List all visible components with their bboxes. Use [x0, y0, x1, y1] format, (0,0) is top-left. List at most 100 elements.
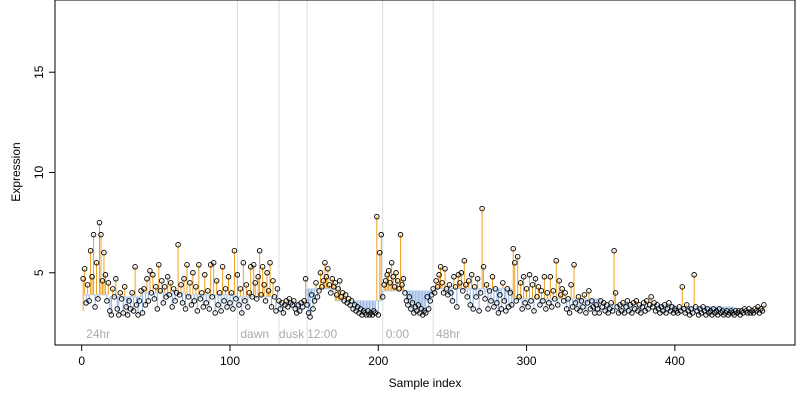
- data-point: [568, 282, 574, 288]
- data-point: [310, 306, 316, 312]
- data-point: [532, 276, 539, 282]
- data-point: [230, 306, 236, 312]
- data-point: [265, 288, 272, 294]
- data-point: [250, 262, 257, 268]
- data-point: [129, 290, 135, 296]
- data-point: [124, 312, 131, 318]
- data-point: [151, 296, 158, 302]
- data-point: [212, 310, 218, 316]
- data-point: [425, 306, 432, 312]
- data-point: [486, 288, 493, 294]
- data-point: [691, 272, 697, 278]
- data-point: [316, 288, 322, 294]
- data-point: [147, 268, 153, 274]
- data-point: [225, 274, 232, 280]
- y-tick-label: 5: [32, 269, 46, 276]
- data-point: [520, 274, 527, 280]
- data-point: [454, 304, 460, 310]
- data-point: [166, 292, 172, 298]
- data-point: [526, 272, 533, 278]
- data-point: [471, 284, 478, 290]
- data-point: [623, 304, 629, 310]
- phase-annotation: 24hr: [86, 327, 110, 341]
- data-point: [237, 286, 244, 292]
- data-point: [586, 288, 592, 294]
- data-point: [624, 298, 631, 304]
- data-point: [81, 266, 88, 272]
- data-point: [148, 290, 155, 296]
- data-point: [246, 290, 253, 296]
- data-point: [549, 304, 555, 310]
- data-point: [273, 308, 279, 314]
- data-point: [213, 278, 220, 284]
- phase-annotations: 24hr dawn dusk 12:00 0:00 48hr: [86, 327, 460, 341]
- data-point: [552, 296, 558, 302]
- data-point: [261, 282, 267, 288]
- data-point: [489, 274, 496, 280]
- data-point: [580, 304, 586, 310]
- data-point: [394, 278, 401, 284]
- data-point: [546, 300, 552, 306]
- x-axis-label: Sample index: [389, 376, 462, 390]
- data-point: [612, 290, 619, 296]
- data-point: [111, 294, 118, 300]
- data-point: [498, 306, 505, 312]
- x-tick-label: 100: [220, 354, 240, 368]
- data-point: [157, 288, 164, 294]
- data-point: [571, 262, 577, 268]
- data-point: [188, 302, 195, 308]
- data-point: [218, 308, 224, 314]
- data-point: [296, 308, 303, 314]
- data-point: [633, 298, 640, 304]
- data-point: [135, 312, 141, 318]
- data-point: [170, 286, 177, 292]
- data-point: [468, 272, 475, 278]
- data-point: [236, 302, 242, 308]
- data-point: [491, 304, 497, 310]
- data-point: [323, 274, 330, 280]
- x-tick-label: 300: [517, 354, 537, 368]
- data-point: [387, 280, 393, 286]
- data-point: [191, 298, 198, 304]
- data-point: [761, 302, 767, 308]
- data-point: [332, 280, 339, 286]
- data-point: [382, 278, 389, 284]
- data-point: [90, 231, 97, 238]
- data-point: [405, 302, 411, 308]
- data-point: [485, 306, 491, 312]
- data-point: [86, 298, 92, 304]
- data-point: [87, 247, 94, 254]
- data-point: [193, 284, 199, 290]
- data-point: [121, 284, 128, 290]
- data-point: [464, 294, 471, 300]
- data-point: [388, 260, 395, 266]
- x-tick-label: 200: [368, 354, 388, 368]
- data-point: [541, 274, 548, 280]
- data-point: [184, 262, 190, 268]
- data-point: [302, 276, 309, 282]
- data-point: [427, 298, 433, 304]
- data-point: [400, 276, 407, 282]
- data-point: [319, 284, 325, 290]
- data-point: [390, 274, 396, 280]
- data-point: [538, 288, 545, 294]
- data-point: [156, 262, 162, 268]
- data-point: [219, 264, 226, 270]
- data-point: [326, 282, 333, 288]
- data-point: [509, 302, 515, 308]
- data-point: [164, 274, 171, 280]
- data-point: [683, 302, 690, 308]
- data-point: [543, 306, 549, 312]
- data-point: [494, 300, 500, 306]
- data-point: [317, 270, 324, 276]
- data-point: [482, 296, 488, 302]
- data-point: [514, 253, 521, 260]
- data-point: [280, 310, 287, 316]
- data-point: [451, 274, 457, 280]
- data-point: [185, 294, 192, 300]
- data-point: [621, 310, 628, 316]
- data-point: [167, 280, 174, 286]
- data-point: [93, 260, 100, 266]
- data-point: [577, 308, 583, 314]
- data-point: [396, 286, 402, 292]
